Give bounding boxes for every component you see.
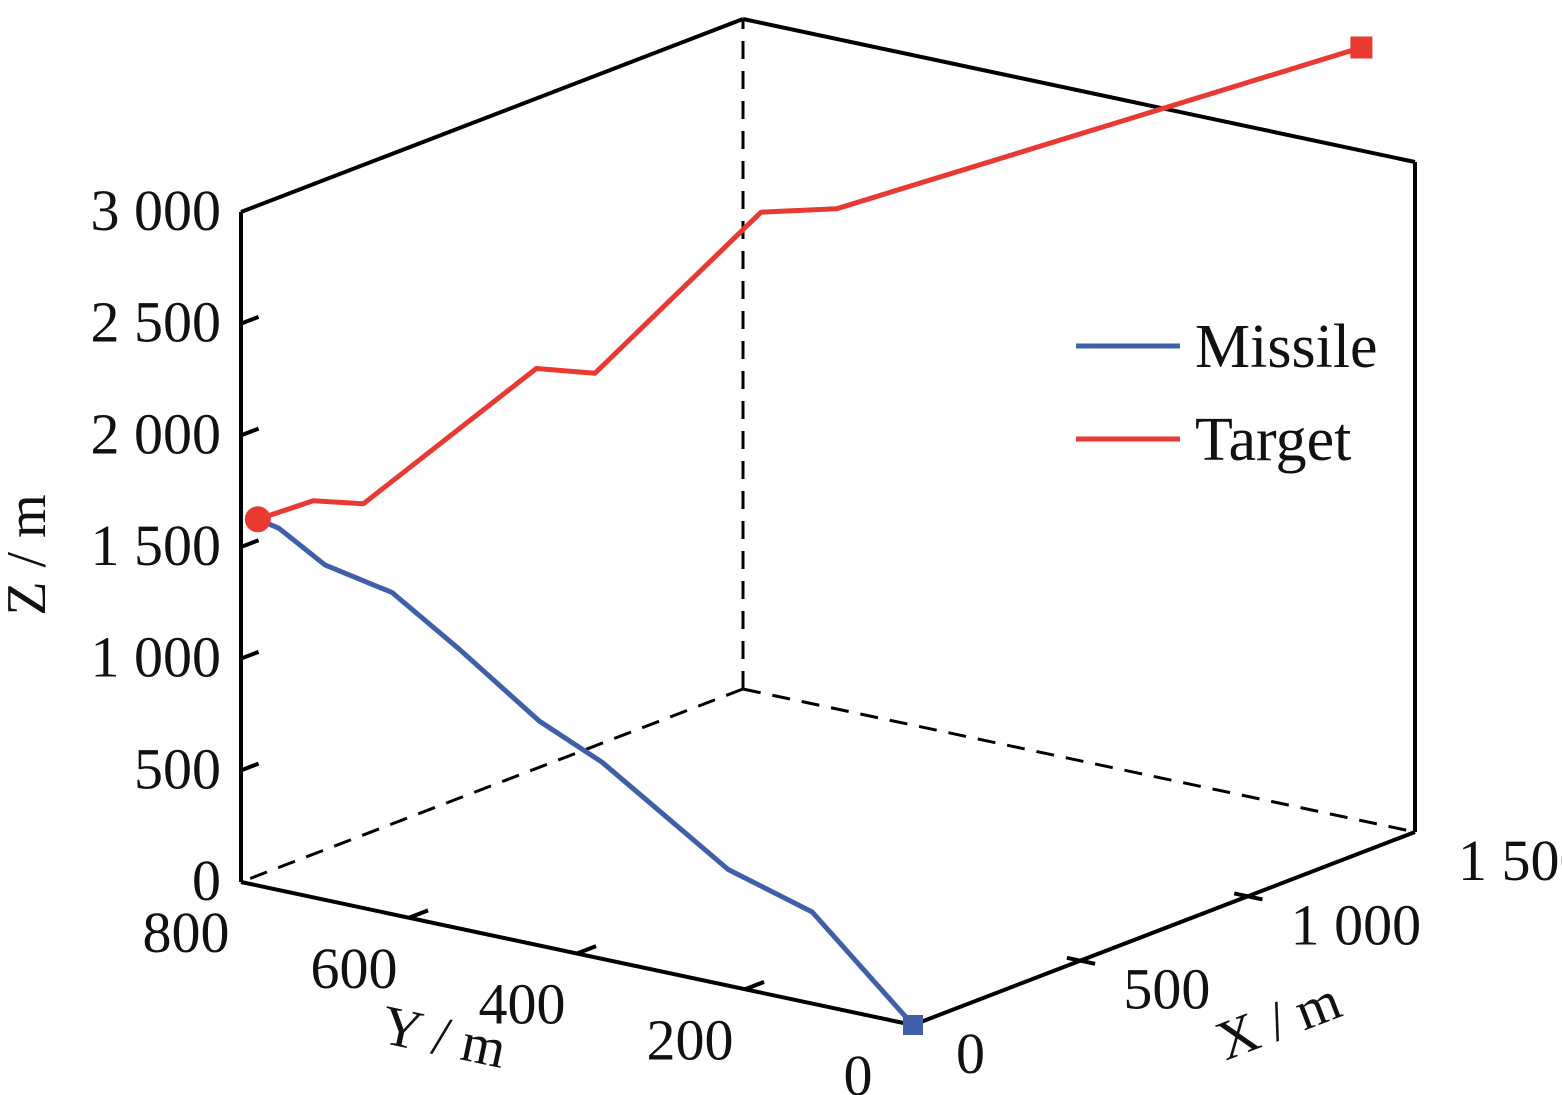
target-end-marker <box>1350 36 1373 59</box>
series-missile-point <box>810 909 815 915</box>
y-tick-label-1: 200 <box>647 1007 734 1072</box>
x-tick-mark-1 <box>1066 955 1096 966</box>
z-tick-label-1: 500 <box>134 736 221 801</box>
series-target-point <box>592 371 598 376</box>
z-tick-mark-4 <box>240 426 260 438</box>
y-tick-mark-2 <box>576 944 597 956</box>
series-target-line <box>255 45 1364 522</box>
y-tick-label-3: 600 <box>311 936 398 1001</box>
series-missile-point <box>390 590 395 595</box>
series-missile-point <box>537 718 542 724</box>
legend-label-target: Target <box>1195 406 1351 474</box>
series-missile-point <box>276 526 281 531</box>
x-tick-label-0: 0 <box>956 1021 985 1086</box>
y-tick-mark-1 <box>744 980 765 992</box>
legend-label-missile: Missile <box>1195 313 1378 381</box>
y-tick-label-4: 800 <box>143 900 230 965</box>
series-target-point <box>361 501 366 506</box>
series-missile-point <box>322 562 328 568</box>
x-tick-label-2: 1 000 <box>1291 892 1422 957</box>
x-axis-title: X / m <box>1208 969 1349 1073</box>
hidden-x-floor-edge <box>742 687 1416 834</box>
y-tick-label-0: 0 <box>844 1043 873 1095</box>
z-tick-label-6: 3 000 <box>91 178 222 243</box>
z-tick-mark-3 <box>240 538 260 549</box>
x-tick-label-1: 500 <box>1123 957 1210 1022</box>
z-tick-mark-5 <box>240 315 260 326</box>
top-right-frame-edge <box>742 17 1416 164</box>
legend: Missile Target <box>1076 313 1378 474</box>
y-tick-label-2: 400 <box>479 972 566 1037</box>
series-missile-point <box>457 647 462 652</box>
z-tick-label-0: 0 <box>192 848 221 913</box>
z-tick-label-4: 2 000 <box>91 401 222 466</box>
x-tick-mark-2 <box>1233 891 1263 902</box>
series-target-point <box>310 498 316 503</box>
series-missile-point <box>726 867 731 872</box>
x-tick-label-3: 1 500 <box>1458 828 1562 893</box>
z-tick-mark-2 <box>240 650 260 661</box>
y-tick-mark-3 <box>408 908 429 920</box>
series-missile-line <box>255 516 916 1028</box>
series-target-point <box>758 209 764 215</box>
target-intercept-marker <box>244 506 271 533</box>
missile-start-marker <box>903 1015 923 1035</box>
z-tick-label-2: 1 000 <box>91 625 222 690</box>
z-axis-title: Z / m <box>0 494 58 615</box>
series-target-point <box>834 206 839 212</box>
series-target-point <box>534 366 539 371</box>
z-tick-label-5: 2 500 <box>91 290 222 355</box>
hidden-y-floor-edge <box>240 687 744 884</box>
z-tick-mark-1 <box>240 761 260 773</box>
top-left-frame-edge <box>240 17 744 214</box>
z-tick-label-3: 1 500 <box>91 513 222 578</box>
x-axis-line <box>912 830 1416 1027</box>
series-missile-point <box>600 760 605 765</box>
